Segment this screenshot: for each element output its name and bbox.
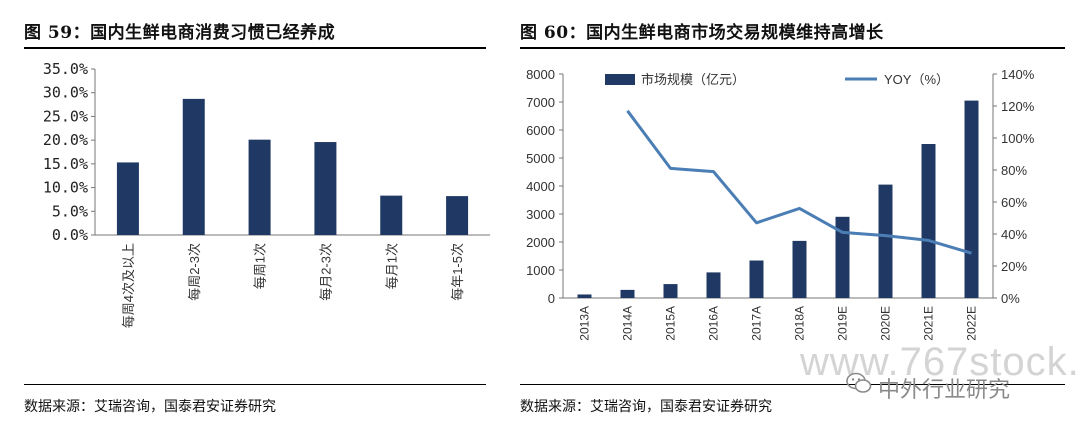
right-x-tick-label: 2022E (965, 306, 979, 341)
left-x-tick-label: 每年1-5次 (450, 243, 465, 301)
right-left-y-tick-label: 7000 (526, 95, 555, 110)
left-bar (116, 162, 139, 235)
right-left-y-tick-label: 0 (548, 291, 555, 306)
left-y-tick-label: 5.0% (52, 202, 88, 220)
right-bar (706, 272, 721, 298)
right-yoy-line (626, 109, 972, 255)
left-title-rule (24, 47, 486, 49)
legend-line-label: YOY（%） (884, 72, 949, 87)
left-y-tick-label: 20.0% (43, 131, 88, 149)
right-left-y-tick-label: 5000 (526, 151, 555, 166)
watermark-name: 中外行业研究 (878, 377, 1011, 402)
left-y-tick-label: 15.0% (43, 155, 88, 173)
right-bar (577, 294, 592, 298)
right-bar (620, 289, 635, 298)
legend-bar-label: 市场规模（亿元） (641, 72, 745, 87)
right-right-y-tick-label: 40% (1001, 227, 1027, 242)
left-bar (314, 142, 337, 235)
left-source-rule (24, 384, 486, 385)
right-x-tick-label: 2016A (707, 306, 721, 341)
left-y-tick-label: 30.0% (43, 84, 88, 102)
right-left-y-tick-label: 3000 (526, 207, 555, 222)
left-y-tick-label: 25.0% (43, 107, 88, 125)
left-bar (248, 139, 271, 235)
right-left-y-tick-label: 2000 (526, 235, 555, 250)
right-x-tick-label: 2018A (793, 306, 807, 341)
left-bar (380, 195, 403, 235)
left-y-tick-label: 0.0% (52, 226, 88, 244)
right-left-y-tick-label: 8000 (526, 67, 555, 82)
right-right-y-tick-label: 140% (1001, 67, 1035, 82)
left-y-tick-label: 35.0% (43, 60, 88, 78)
right-x-tick-label: 2017A (750, 306, 764, 341)
right-bar (835, 216, 850, 298)
right-right-y-tick-label: 120% (1001, 99, 1035, 114)
right-bar (878, 184, 893, 298)
right-x-tick-label: 2020E (879, 306, 893, 341)
right-left-y-tick-label: 6000 (526, 123, 555, 138)
right-x-tick-label: 2013A (578, 306, 592, 341)
watermark-url: www.767stock.c (800, 340, 1080, 384)
right-x-tick-label: 2015A (664, 306, 678, 341)
right-bar (921, 144, 936, 298)
right-right-y-tick-label: 60% (1001, 195, 1027, 210)
right-x-tick-label: 2014A (621, 306, 635, 341)
right-figure-title: 图 60：国内生鲜电商市场交易规模维持高增长 (520, 23, 884, 43)
right-bar (749, 260, 764, 298)
right-x-tick-label: 2019E (836, 306, 850, 341)
left-x-tick-label: 每周2-3次 (187, 243, 202, 301)
left-x-tick-label: 每月2-3次 (318, 243, 333, 301)
right-left-y-tick-label: 4000 (526, 179, 555, 194)
right-bar (792, 240, 807, 298)
right-right-y-tick-label: 80% (1001, 163, 1027, 178)
right-source-note: 数据来源：艾瑞咨询，国泰君安证券研究 (520, 399, 772, 415)
left-source-note: 数据来源：艾瑞咨询，国泰君安证券研究 (24, 399, 276, 415)
right-right-y-tick-label: 20% (1001, 259, 1027, 274)
left-bar (446, 196, 469, 235)
right-right-y-tick-label: 100% (1001, 131, 1035, 146)
legend-bar-swatch (605, 74, 635, 85)
right-source-rule (520, 384, 1065, 385)
left-x-tick-label: 每月1次 (384, 243, 399, 289)
left-x-tick-label: 每周1次 (253, 243, 268, 289)
left-y-tick-label: 10.0% (43, 179, 88, 197)
left-figure-title: 图 59：国内生鲜电商消费习惯已经养成 (24, 23, 336, 43)
left-x-tick-label: 每周4次及以上 (121, 243, 136, 328)
right-x-tick-label: 2021E (922, 306, 936, 341)
wechat-icon (846, 372, 872, 393)
right-bar (663, 284, 678, 298)
right-bar (964, 100, 979, 298)
right-title-rule (520, 47, 1065, 49)
left-bar (182, 98, 205, 235)
right-left-y-tick-label: 1000 (526, 263, 555, 278)
right-right-y-tick-label: 0% (1001, 291, 1020, 306)
